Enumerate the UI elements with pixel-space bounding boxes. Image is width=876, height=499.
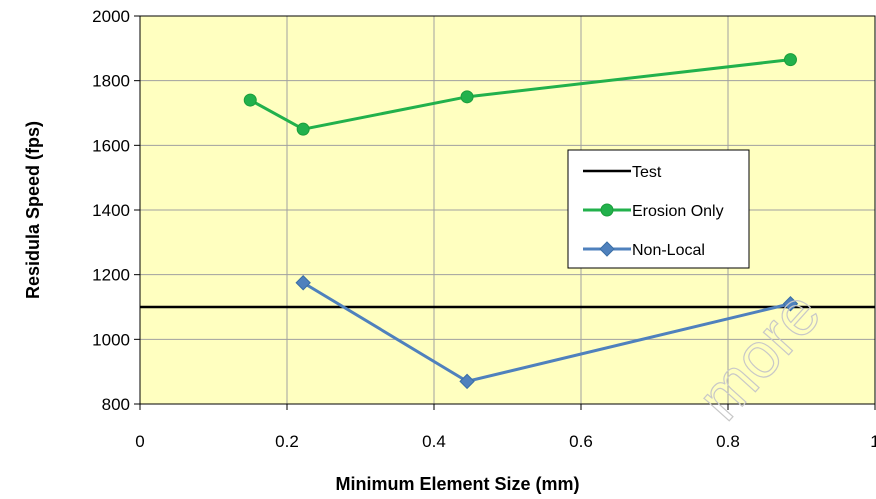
x-tick-label: 0.4 (422, 432, 446, 451)
y-tick-label: 800 (102, 395, 130, 414)
data-point-non-local (459, 373, 475, 390)
data-point-erosion-only (460, 90, 474, 104)
y-tick-label: 1600 (92, 136, 130, 155)
legend-label-erosion-only: Erosion Only (632, 203, 724, 220)
legend-label-test: Test (632, 164, 662, 181)
y-tick-label: 1800 (92, 72, 130, 91)
y-axis-title: Residula Speed (fps) (23, 121, 43, 299)
data-point-non-local (295, 275, 311, 291)
y-axis-ticks: 800 1000 1200 1400 1600 1800 2000 (92, 7, 140, 414)
gridlines (140, 16, 875, 404)
series-non-local (295, 275, 799, 390)
data-point-erosion-only (243, 93, 257, 107)
data-point-non-local (782, 296, 799, 312)
y-tick-label: 1400 (92, 201, 130, 220)
y-tick-label: 1200 (92, 266, 130, 285)
x-tick-label: 0.6 (569, 432, 593, 451)
x-tick-label: 0.8 (716, 432, 740, 451)
x-tick-label: 1 (870, 432, 876, 451)
legend: Test Erosion Only Non-Local (567, 149, 750, 269)
series-erosion-only (243, 53, 797, 136)
x-tick-label: 0 (135, 432, 144, 451)
x-tick-label: 0.2 (275, 432, 299, 451)
data-point-erosion-only (783, 53, 797, 67)
legend-label-non-local: Non-Local (632, 242, 705, 259)
x-axis-ticks: 0 0.2 0.4 0.6 0.8 1 (135, 404, 876, 451)
x-axis-title: Minimum Element Size (mm) (335, 474, 579, 494)
y-tick-label: 2000 (92, 7, 130, 26)
data-point-erosion-only (296, 122, 310, 136)
series-line-erosion-only (249, 58, 791, 131)
legend-marker-non-local (599, 241, 615, 257)
legend-marker-erosion-only (600, 203, 614, 217)
series-layer (140, 53, 875, 390)
y-tick-label: 1000 (92, 330, 130, 349)
